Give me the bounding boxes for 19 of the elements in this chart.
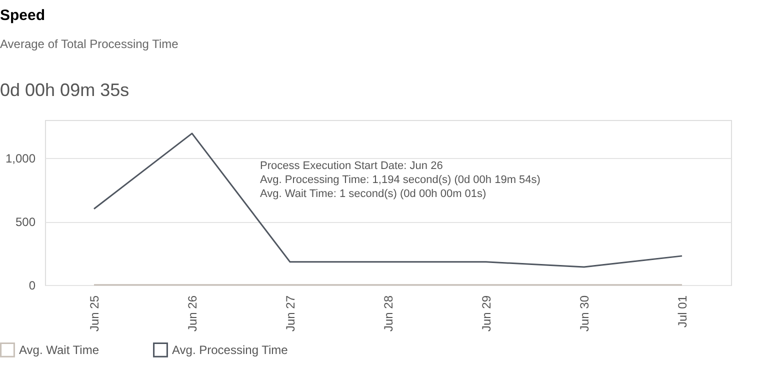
annotation: Avg. Wait Time: 1 second(s) (0d 00h 00m 01s) (260, 188, 486, 200)
chart-title: Speed (0, 7, 46, 24)
legend-label: Avg. Wait Time (19, 342, 100, 357)
x-tick-label: Jun 26 (186, 295, 200, 332)
x-tick-label: Jun 27 (284, 295, 298, 332)
y-tick-label: 0 (28, 278, 36, 292)
y-tick-label: 500 (15, 215, 36, 230)
x-tick-label: Jun 25 (88, 295, 102, 332)
legend-label: Avg. Processing Time (172, 342, 288, 357)
annotation: Avg. Processing Time: 1,194 second(s) (0d 00h 19m 54s) (260, 174, 540, 186)
x-tick-label: Jun 29 (480, 295, 494, 332)
chart-subtitle: Average of Total Processing Time (0, 37, 179, 51)
x-tick-label: Jun 28 (382, 295, 396, 332)
annotation: Process Execution Start Date: Jun 26 (260, 160, 443, 172)
x-tick-label: Jul 01 (676, 295, 690, 328)
x-tick-label: Jun 30 (578, 295, 592, 332)
text: 0d 00h 09m 35s (0, 80, 130, 100)
line-series (93, 132, 683, 268)
y-tick-label: 1,000 (5, 152, 36, 166)
